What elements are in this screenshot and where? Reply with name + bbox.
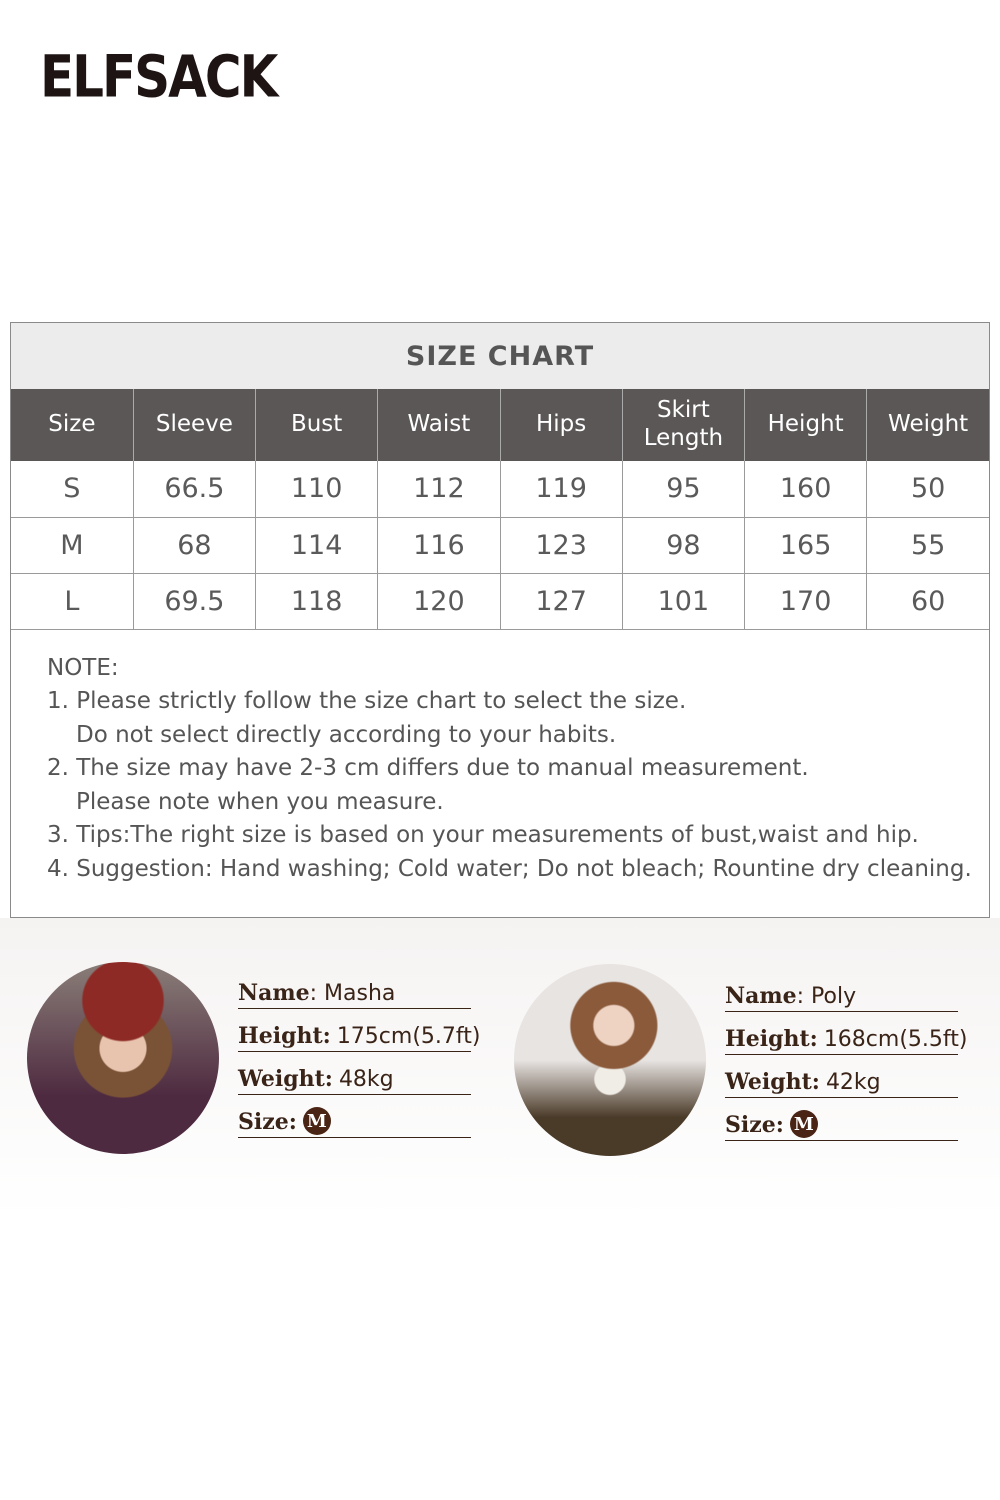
models-section: Name: Masha Height: 175cm(5.7ft) Weight: 4… (0, 918, 1000, 1218)
model-weight: Weight: 42kg (725, 1055, 958, 1098)
notes-heading: NOTE: (47, 654, 119, 681)
table-cell: 69.5 (133, 573, 257, 630)
notes: NOTE: 1. Please strictly follow the size… (11, 630, 989, 887)
table-cell: 66.5 (133, 461, 257, 518)
value: 48kg (338, 1067, 394, 1092)
size-badge: M (302, 1107, 331, 1135)
header-cell: Hips (500, 389, 623, 461)
header-cell: Waist (377, 389, 501, 461)
header-text: Skirt Length (643, 397, 724, 451)
table-cell: M (11, 517, 134, 574)
table-cell: 120 (377, 573, 501, 630)
value: 175cm(5.7ft) (336, 1024, 481, 1049)
header-cell: Size (11, 389, 134, 461)
table-cell: 165 (744, 517, 868, 574)
header-cell: Skirt Length (622, 389, 746, 461)
table-cell: 123 (500, 517, 623, 574)
value: 42kg (825, 1070, 881, 1095)
table-cell: S (11, 461, 134, 518)
table-cell: 95 (622, 461, 746, 518)
model-size: Size: M (238, 1095, 471, 1138)
table-header: Size Sleeve Bust Waist Hips Skirt Length… (11, 389, 989, 461)
table-cell: 119 (500, 461, 623, 518)
table-cell: 118 (255, 573, 379, 630)
label: Size: (238, 1109, 297, 1135)
header-cell: Weight (866, 389, 989, 461)
size-chart-title: SIZE CHART (11, 323, 989, 389)
label: Height: (238, 1023, 331, 1049)
label: Height: (725, 1026, 818, 1052)
model-size: Size: M (725, 1098, 958, 1141)
label: Weight: (725, 1069, 820, 1095)
note-line: 4. Suggestion: Hand washing; Cold water;… (47, 855, 972, 882)
table-cell: 116 (377, 517, 501, 574)
brand-logo: ELFSACK (40, 43, 278, 111)
model-name: Name: Poly (725, 969, 958, 1012)
table-cell: 55 (866, 517, 989, 574)
table-cell: 110 (255, 461, 379, 518)
table-cell: 170 (744, 573, 868, 630)
table-row: L 69.5 118 120 127 101 170 60 (11, 573, 989, 630)
model-photo-poly (514, 964, 706, 1156)
size-table: Size Sleeve Bust Waist Hips Skirt Length… (11, 389, 989, 630)
table-cell: 127 (500, 573, 623, 630)
table-cell: 160 (744, 461, 868, 518)
header-cell: Bust (255, 389, 379, 461)
note-line: Do not select directly according to your… (76, 721, 617, 748)
table-row: M 68 114 116 123 98 165 55 (11, 517, 989, 574)
note-line: 3. Tips:The right size is based on your … (47, 822, 919, 848)
table-row: S 66.5 110 112 119 95 160 50 (11, 461, 989, 518)
model-height: Height: 175cm(5.7ft) (238, 1009, 480, 1052)
table-cell: 50 (866, 461, 989, 518)
header-cell: Sleeve (133, 389, 257, 461)
model-weight: Weight: 48kg (238, 1052, 471, 1095)
label: Size: (725, 1112, 784, 1138)
size-badge: M (789, 1110, 818, 1138)
header-cell: Height (744, 389, 868, 461)
table-cell: 112 (377, 461, 501, 518)
label: Weight: (238, 1066, 333, 1092)
table-cell: 60 (866, 573, 989, 630)
table-cell: 68 (133, 517, 257, 574)
model-photo-masha (27, 962, 219, 1154)
table-cell: 101 (622, 573, 746, 630)
size-chart: SIZE CHART Size Sleeve Bust Waist Hips S… (10, 322, 990, 918)
model-name: Name: Masha (238, 966, 471, 1009)
note-line: Please note when you measure. (76, 788, 444, 815)
table-cell: 98 (622, 517, 746, 574)
note-line: 2. The size may have 2-3 cm differs due … (47, 755, 809, 781)
label: Name (238, 980, 310, 1006)
value: 168cm(5.5ft) (823, 1027, 968, 1052)
table-cell: L (11, 573, 134, 630)
value: : Masha (309, 981, 396, 1006)
note-line: 1. Please strictly follow the size chart… (47, 688, 687, 714)
value: : Poly (796, 984, 857, 1009)
table-cell: 114 (255, 517, 379, 574)
label: Name (725, 983, 797, 1009)
model-height: Height: 168cm(5.5ft) (725, 1012, 967, 1055)
